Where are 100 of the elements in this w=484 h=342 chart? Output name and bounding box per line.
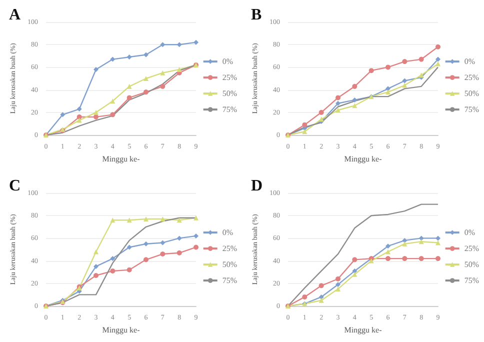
point — [76, 106, 82, 112]
chart-title: A — [9, 6, 21, 24]
point — [336, 282, 340, 288]
point — [160, 70, 166, 76]
point — [94, 66, 98, 72]
point — [318, 294, 324, 300]
point — [194, 215, 198, 220]
point — [126, 54, 132, 60]
point — [60, 112, 66, 118]
point — [436, 56, 440, 62]
point — [402, 241, 408, 246]
point — [386, 249, 390, 254]
point — [436, 236, 440, 241]
point — [144, 52, 148, 58]
point — [110, 218, 116, 223]
x-axis-title: Minggu ke- — [344, 326, 382, 334]
point — [176, 66, 182, 72]
point — [402, 238, 408, 243]
legend-label: 0% — [464, 57, 476, 66]
legend-label: 0% — [464, 228, 476, 237]
point — [352, 103, 358, 108]
point — [194, 40, 198, 45]
point — [336, 95, 340, 100]
point — [418, 236, 424, 241]
chart-title: D — [251, 178, 263, 194]
legend-label: 50% — [464, 260, 480, 269]
line-series — [287, 204, 439, 307]
point — [436, 240, 440, 246]
point — [352, 257, 358, 262]
legend-label: 25% — [222, 73, 238, 82]
point — [160, 252, 166, 257]
point — [160, 216, 166, 222]
x-axis-title: Minggu ke- — [344, 154, 382, 164]
point — [386, 244, 390, 249]
point — [302, 129, 308, 134]
point — [110, 256, 116, 262]
point — [160, 240, 166, 246]
point — [110, 112, 116, 118]
x-axis-title: Minggu ke- — [102, 154, 140, 164]
legend-label: 0% — [222, 57, 234, 66]
point — [352, 84, 358, 89]
point — [336, 100, 340, 106]
point — [336, 286, 340, 292]
point — [418, 56, 424, 62]
legend-label: 75% — [222, 276, 238, 285]
legend-label: 25% — [464, 244, 480, 253]
point — [94, 249, 98, 254]
point — [110, 268, 116, 274]
point — [336, 108, 340, 113]
point — [336, 276, 340, 282]
x-axis-title: Minggu ke- — [102, 326, 140, 334]
point — [126, 267, 132, 272]
point — [318, 110, 324, 115]
point — [302, 122, 308, 128]
legend-label: 50% — [464, 89, 480, 98]
point — [76, 118, 82, 123]
point — [160, 42, 166, 48]
point — [386, 90, 390, 95]
point — [402, 78, 408, 84]
point — [144, 76, 148, 81]
point — [402, 256, 408, 262]
point — [94, 272, 98, 278]
point — [418, 256, 424, 262]
point — [126, 84, 132, 89]
point — [144, 216, 148, 222]
point — [176, 218, 182, 223]
legend-label: 50% — [222, 89, 238, 98]
point — [418, 239, 424, 244]
point — [126, 218, 132, 223]
legend-label: 75% — [464, 105, 480, 114]
point — [352, 272, 358, 277]
point — [302, 294, 308, 300]
point — [144, 241, 148, 246]
point — [144, 90, 148, 95]
point — [94, 114, 98, 120]
legend-label: 25% — [464, 73, 480, 82]
point — [194, 244, 198, 250]
chart-title: B — [251, 6, 262, 24]
chart-title: C — [9, 178, 21, 194]
legend-label: 25% — [222, 244, 238, 253]
point — [436, 44, 440, 50]
legend-label: 75% — [464, 276, 480, 285]
point — [402, 82, 408, 88]
point — [436, 61, 440, 66]
point — [318, 283, 324, 288]
legend-label: 75% — [222, 105, 238, 114]
point — [368, 68, 374, 74]
point — [94, 110, 98, 115]
point — [110, 56, 116, 62]
point — [318, 298, 324, 303]
point — [160, 84, 166, 89]
point — [436, 256, 440, 262]
point — [402, 59, 408, 64]
point — [126, 95, 132, 100]
point — [386, 64, 390, 70]
point — [126, 244, 132, 250]
point — [176, 236, 182, 241]
point — [110, 98, 116, 104]
point — [176, 42, 182, 48]
legend-label: 50% — [222, 260, 238, 269]
